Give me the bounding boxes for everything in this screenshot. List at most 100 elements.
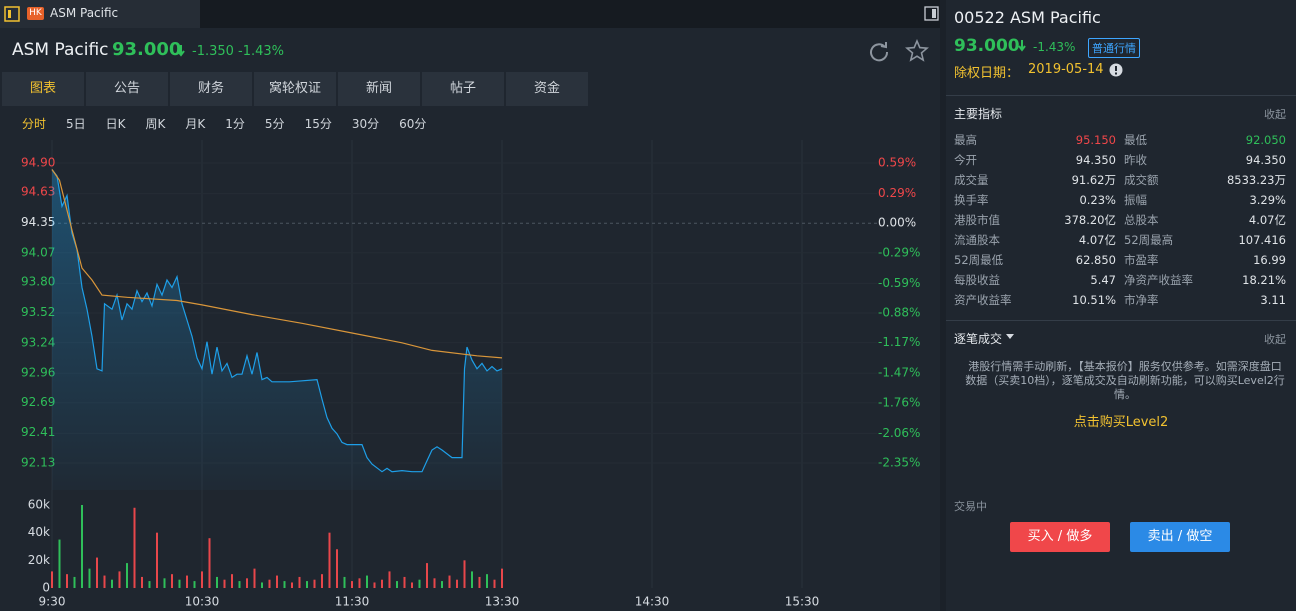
volume-bar [441, 581, 443, 588]
stat-value: 95.150 [1075, 133, 1116, 147]
stat-value: 4.07亿 [1078, 233, 1116, 247]
stat-label: 港股市值 [954, 213, 1000, 227]
tab[interactable]: 财务 [170, 72, 252, 106]
volume-bar [283, 581, 286, 588]
volume-bar [291, 582, 293, 588]
y-tick-label: 92.96 [21, 366, 55, 380]
stat-value: 107.416 [1238, 233, 1286, 247]
tab[interactable]: 资金 [506, 72, 588, 106]
y2-tick-label: -0.59% [878, 276, 920, 290]
y2-tick-label: -0.88% [878, 306, 920, 320]
right-panel: 00522 ASM Pacific 93.000 -1.43% 普通行情 除权日… [946, 0, 1296, 611]
collapse-toggle[interactable]: 收起 [1264, 108, 1286, 121]
period-option[interactable]: 日K [105, 117, 126, 131]
tab[interactable]: 图表 [2, 72, 84, 106]
period-option[interactable]: 15分 [304, 117, 332, 131]
stat-label: 成交量 [954, 173, 989, 187]
quote-badge[interactable]: 普通行情 [1088, 38, 1140, 58]
stats-row: 每股收益 5.47 净资产收益率 18.21% [954, 270, 1286, 290]
volume-bar [276, 575, 278, 588]
toggle-sidebar[interactable] [924, 6, 940, 22]
stats-row: 今开 94.350 昨收 94.350 [954, 150, 1286, 170]
volume-bar [493, 579, 496, 588]
volume-bar [373, 582, 376, 588]
stat-label: 资产收益率 [954, 293, 1012, 307]
tab[interactable]: 窝轮权证 [254, 72, 336, 106]
volume-bar [88, 568, 91, 588]
volume-bar [231, 574, 233, 588]
favorite-button[interactable] [905, 39, 929, 63]
stat-value: 91.62万 [1071, 173, 1116, 187]
volume-bar [201, 571, 203, 588]
stat-label: 总股本 [1124, 213, 1159, 227]
volume-bar [403, 576, 406, 588]
period-option[interactable]: 周K [145, 117, 166, 131]
y-tick-label: 94.07 [21, 245, 55, 259]
volume-bar [148, 581, 151, 588]
volume-bar [388, 571, 391, 588]
stat-value: 92.050 [1245, 133, 1286, 147]
tab[interactable]: 帖子 [422, 72, 504, 106]
info-icon[interactable] [1109, 63, 1123, 77]
period-option[interactable]: 30分 [351, 117, 380, 131]
sell-button[interactable]: 卖出 / 做空 [1130, 522, 1230, 552]
price-area [52, 169, 502, 490]
y-tick-label: 93.24 [21, 335, 55, 349]
volume-bar [171, 574, 173, 588]
stat-label: 昨收 [1124, 153, 1147, 167]
y2-tick-label: -2.35% [878, 456, 920, 470]
stats-table: 最高 95.150 最低 92.050 今开 94.350 昨收 94.350 成交量 91.62… [954, 130, 1286, 310]
ex-date: 2019-05-14 [1028, 62, 1104, 77]
tab[interactable]: 新闻 [338, 72, 420, 106]
y2-tick-label: -2.06% [878, 426, 920, 440]
notice-text: 港股行情需手动刷新，【基本报价】服务仅供参考。如需深度盘口数据（买卖10档），逐… [965, 360, 1285, 401]
volume-bar [411, 582, 413, 588]
y-tick-label: 94.90 [21, 156, 55, 170]
volume-bar [111, 579, 113, 588]
buy-button[interactable]: 买入 / 做多 [1010, 522, 1110, 552]
volume-tick-label: 60k [28, 498, 50, 512]
section-title: 主要指标 [954, 107, 1003, 121]
volume-bar [246, 578, 248, 588]
volume-bar [163, 578, 166, 588]
down-arrow [177, 45, 185, 57]
y-tick-label: 92.41 [21, 425, 55, 439]
buy-level2-link[interactable]: 点击购买Level2 [1073, 415, 1169, 430]
stock-price: 93.000 [112, 39, 182, 60]
volume-bar [81, 505, 83, 588]
volume-bar [478, 576, 481, 588]
period-bar: 分时 5日 日K 周K 月K 1分 5分 15分 30分 60分 [12, 112, 436, 136]
volume-bar [463, 560, 466, 588]
stat-value: 4.07亿 [1248, 213, 1286, 227]
volume-bar [238, 581, 241, 588]
y-tick-label: 94.63 [21, 185, 55, 199]
price-change-pct: -1.43% [238, 44, 284, 59]
period-option[interactable]: 5分 [264, 117, 285, 131]
period-option[interactable]: 60分 [399, 117, 427, 131]
volume-tick-label: 0 [42, 581, 50, 595]
x-tick-label: 14:30 [635, 595, 670, 609]
volume-tick-label: 20k [28, 553, 50, 567]
panel-icon[interactable] [4, 6, 20, 22]
volume-bar [216, 576, 218, 588]
period-option[interactable]: 1分 [225, 117, 245, 131]
period-option[interactable]: 5日 [66, 117, 86, 131]
x-tick-label: 10:30 [185, 595, 220, 609]
refresh-button[interactable] [868, 40, 890, 62]
y2-tick-label: -0.29% [878, 245, 920, 259]
tab-title: ASM Pacific [50, 6, 119, 20]
y-tick-label: 92.69 [21, 395, 55, 409]
side-change-pct: -1.43% [1033, 40, 1076, 54]
stat-value: 18.21% [1242, 273, 1286, 287]
volume-bar [58, 539, 61, 588]
period-option[interactable]: 分时 [22, 117, 47, 131]
dropdown-caret[interactable] [1006, 334, 1015, 340]
period-option[interactable]: 月K [185, 117, 206, 131]
stat-value: 378.20亿 [1064, 213, 1116, 227]
average-line [51, 169, 503, 359]
stat-value: 10.51% [1072, 293, 1116, 307]
collapse-toggle[interactable]: 收起 [1264, 333, 1286, 346]
tab[interactable]: 公告 [86, 72, 168, 106]
volume-bar [456, 579, 458, 588]
volume-bar [103, 575, 106, 588]
